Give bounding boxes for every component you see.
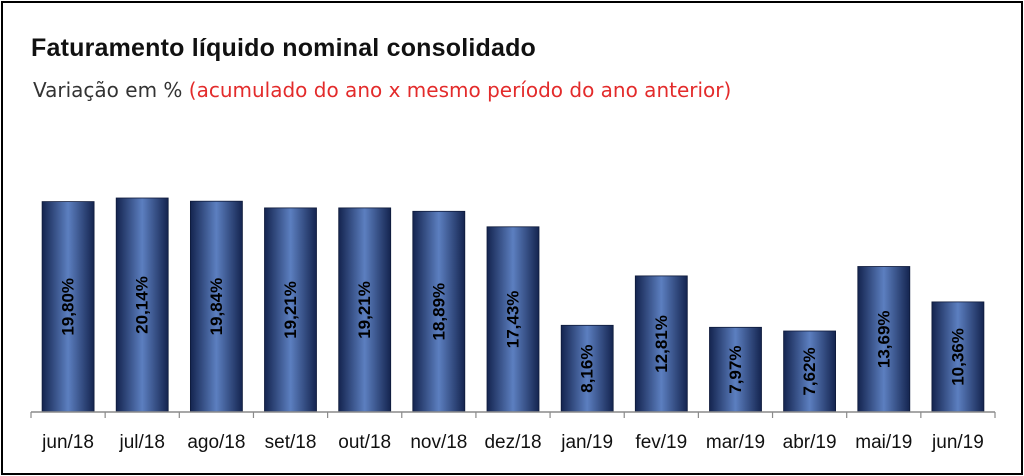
value-label: 8,16% bbox=[578, 345, 597, 393]
bar-abr-19 bbox=[783, 330, 836, 413]
x-tick-label: ago/18 bbox=[187, 432, 245, 453]
bars-group bbox=[41, 197, 985, 413]
value-label: 19,21% bbox=[281, 281, 300, 339]
x-tick-label: dez/18 bbox=[484, 432, 541, 453]
value-label: 10,36% bbox=[948, 328, 967, 386]
value-label: 18,89% bbox=[429, 283, 448, 341]
x-tick-label: abr/19 bbox=[783, 432, 837, 453]
bar-mai-19 bbox=[857, 266, 911, 413]
x-tick-label: jul/18 bbox=[119, 432, 165, 453]
chart-subtitle: Variação em % (acumulado do ano x mesmo … bbox=[33, 78, 731, 102]
bar-out-18 bbox=[338, 207, 392, 413]
value-label: 12,81% bbox=[652, 315, 671, 373]
bar-dez-18 bbox=[486, 226, 540, 413]
bar-fev-19 bbox=[634, 275, 688, 413]
value-label: 17,43% bbox=[504, 291, 523, 349]
x-tick-label: jan/19 bbox=[560, 432, 613, 453]
value-label: 19,80% bbox=[59, 278, 78, 336]
bar-jan-19 bbox=[560, 324, 614, 413]
x-tick-labels-group: jun/18 jul/18 ago/18 set/18 out/18 nov/18 dez/… bbox=[41, 432, 984, 453]
value-label: 19,84% bbox=[207, 278, 226, 336]
chart-title: Faturamento líquido nominal consolidado bbox=[31, 34, 537, 62]
x-tick-label: fev/19 bbox=[635, 432, 687, 453]
bar-jun-19 bbox=[931, 301, 985, 413]
value-label: 13,69% bbox=[874, 310, 893, 368]
bar-nov-18 bbox=[412, 210, 466, 413]
subtitle-highlight: (acumulado do ano x mesmo período do ano… bbox=[188, 78, 732, 102]
subtitle-prefix: Variação em % bbox=[33, 78, 183, 102]
value-label: 19,21% bbox=[355, 281, 374, 339]
value-labels-group: 19,80% 20,14% 19,84% 19,21% 19,21% 18,89% 17,4… bbox=[59, 276, 968, 395]
value-label: 7,97% bbox=[726, 346, 745, 394]
x-tick-label: out/18 bbox=[338, 432, 391, 453]
x-tick-label: mai/19 bbox=[855, 432, 912, 453]
x-tick-label: jun/19 bbox=[931, 432, 984, 453]
x-ticks-group bbox=[30, 412, 996, 418]
value-label: 7,62% bbox=[800, 347, 819, 395]
x-tick-label: mar/19 bbox=[706, 432, 765, 453]
bar-mar-19 bbox=[709, 326, 762, 413]
x-tick-label: set/18 bbox=[265, 432, 317, 453]
x-tick-label: nov/18 bbox=[410, 432, 467, 453]
x-tick-label: jun/18 bbox=[41, 432, 94, 453]
value-label: 20,14% bbox=[133, 276, 152, 334]
